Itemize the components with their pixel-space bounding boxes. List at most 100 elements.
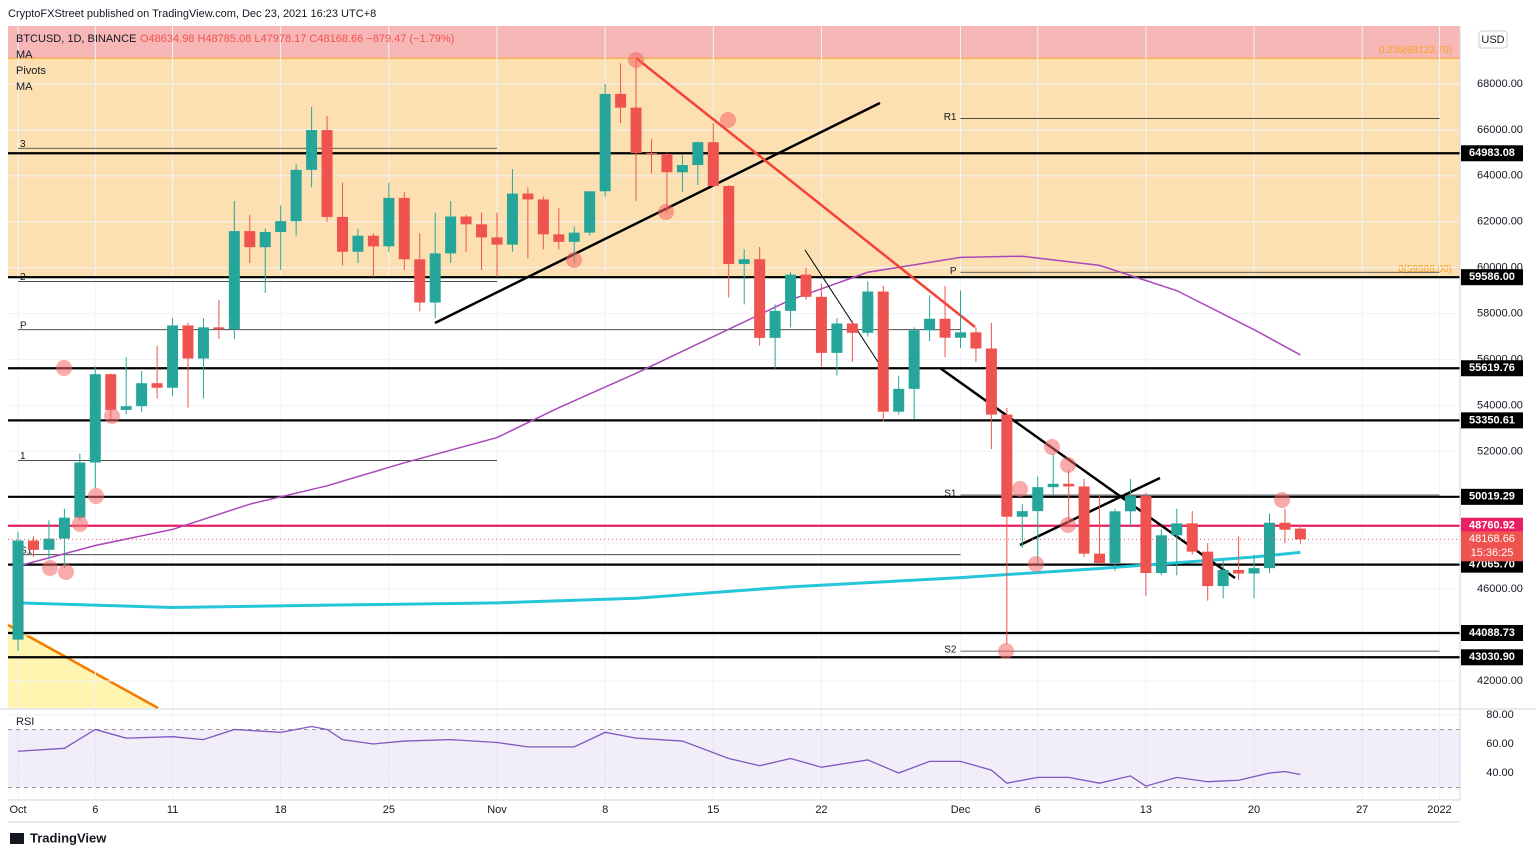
logo xyxy=(10,833,24,844)
price-box xyxy=(1461,145,1523,162)
indicator: Pivots xyxy=(16,65,46,77)
candle-body xyxy=(151,383,163,388)
price-pane: 0.236(69123.70)0(59586.00)R1PS1S232P1S1 xyxy=(7,26,1460,800)
rsi-band xyxy=(8,729,1460,788)
candle-body xyxy=(58,517,70,539)
marker xyxy=(658,204,674,220)
price-box xyxy=(1461,517,1523,534)
candle-body xyxy=(599,93,611,192)
candle-body xyxy=(1032,487,1044,512)
marker xyxy=(1028,556,1044,572)
pivot-label: S1 xyxy=(20,545,33,556)
publisher: CryptoFXStreet published on TradingView.… xyxy=(8,8,376,20)
y-tick-label: 68000.00 xyxy=(1477,78,1523,90)
candle-body xyxy=(1078,486,1090,554)
price-label: 43030.90 xyxy=(1469,651,1515,663)
marker xyxy=(628,52,644,68)
candle-body xyxy=(676,165,688,173)
price-box xyxy=(1461,649,1523,666)
currency[interactable]: USD xyxy=(1481,34,1504,46)
fib-label: 0(59586.00) xyxy=(1398,264,1452,275)
candle-body xyxy=(692,142,704,166)
candle-body xyxy=(429,253,441,303)
price-box xyxy=(1461,360,1523,377)
y-tick-label: 66000.00 xyxy=(1477,124,1523,136)
candle-body xyxy=(785,274,797,311)
candle-body xyxy=(1202,551,1214,587)
candle-body xyxy=(228,231,240,330)
candle-body xyxy=(398,197,410,260)
price-box xyxy=(1461,412,1523,429)
fib-zone xyxy=(8,26,1460,59)
candle-body xyxy=(769,310,781,338)
candle-body xyxy=(645,152,657,155)
x-tick-label: 22 xyxy=(815,804,827,816)
y-tick-label: 80.00 xyxy=(1486,709,1514,721)
x-tick-label: 2022 xyxy=(1427,804,1451,816)
y-tick-label: 52000.00 xyxy=(1477,445,1523,457)
price-label: 48760.92 xyxy=(1469,520,1515,532)
candle-body xyxy=(167,325,179,388)
y-tick-label: 58000.00 xyxy=(1477,308,1523,320)
candle-body xyxy=(1047,483,1059,488)
candle-body xyxy=(445,216,457,254)
candle-body xyxy=(877,291,889,412)
candle-body xyxy=(1279,522,1291,530)
x-tick-label: Dec xyxy=(951,804,971,816)
candle-body xyxy=(74,462,86,518)
candle-body xyxy=(213,327,225,330)
candle-body xyxy=(939,318,951,338)
x-tick-label: 8 xyxy=(602,804,608,816)
x-tick-label: 6 xyxy=(92,804,98,816)
candle-body xyxy=(707,142,719,187)
candle-body xyxy=(491,237,503,245)
marker xyxy=(88,488,104,504)
pivot-label: 1 xyxy=(20,451,26,462)
candle-body xyxy=(661,154,673,173)
x-tick-label: Nov xyxy=(487,804,507,816)
marker xyxy=(58,564,74,580)
x-tick-label: 18 xyxy=(275,804,287,816)
candle-body xyxy=(908,330,920,389)
indicator: MA xyxy=(16,49,33,61)
candle-body xyxy=(352,235,364,252)
candle-body xyxy=(1109,511,1121,563)
y-tick-label: 40.00 xyxy=(1486,767,1514,779)
candle-body xyxy=(584,191,596,233)
marker xyxy=(566,252,582,268)
candle-body xyxy=(738,259,750,264)
marker xyxy=(104,408,120,424)
countdown: 15:36:25 xyxy=(1471,547,1514,559)
pivot-label: P xyxy=(20,320,27,331)
price-label: 53350.61 xyxy=(1469,414,1515,426)
x-tick-label: 20 xyxy=(1248,804,1260,816)
fib-label: 0.236(69123.70) xyxy=(1379,45,1452,56)
candle-body xyxy=(259,232,271,248)
marker xyxy=(56,360,72,376)
pivot-label: S2 xyxy=(944,645,957,656)
currency-box[interactable] xyxy=(1478,30,1508,49)
candle-body xyxy=(414,259,426,303)
marker xyxy=(998,643,1014,659)
price-label: 55619.76 xyxy=(1469,362,1515,374)
price-label: 50019.29 xyxy=(1469,491,1515,503)
candle-body xyxy=(43,538,55,550)
candle-body xyxy=(506,193,518,245)
pivot-label: R1 xyxy=(944,112,957,123)
candle-body xyxy=(120,406,132,410)
candle-body xyxy=(1124,496,1136,512)
candle-body xyxy=(27,540,39,550)
candle-body xyxy=(89,374,101,463)
pivot-label: 3 xyxy=(20,139,26,150)
candle-body xyxy=(568,232,580,242)
candle-body xyxy=(182,325,194,359)
candle-body xyxy=(1001,414,1013,517)
marker xyxy=(1060,517,1076,533)
price-label: 44088.73 xyxy=(1469,627,1515,639)
y-tick-label: 62000.00 xyxy=(1477,216,1523,228)
candle-body xyxy=(1294,528,1306,540)
candle-body xyxy=(244,231,256,248)
candle-body xyxy=(537,199,549,235)
candle-body xyxy=(846,323,858,333)
